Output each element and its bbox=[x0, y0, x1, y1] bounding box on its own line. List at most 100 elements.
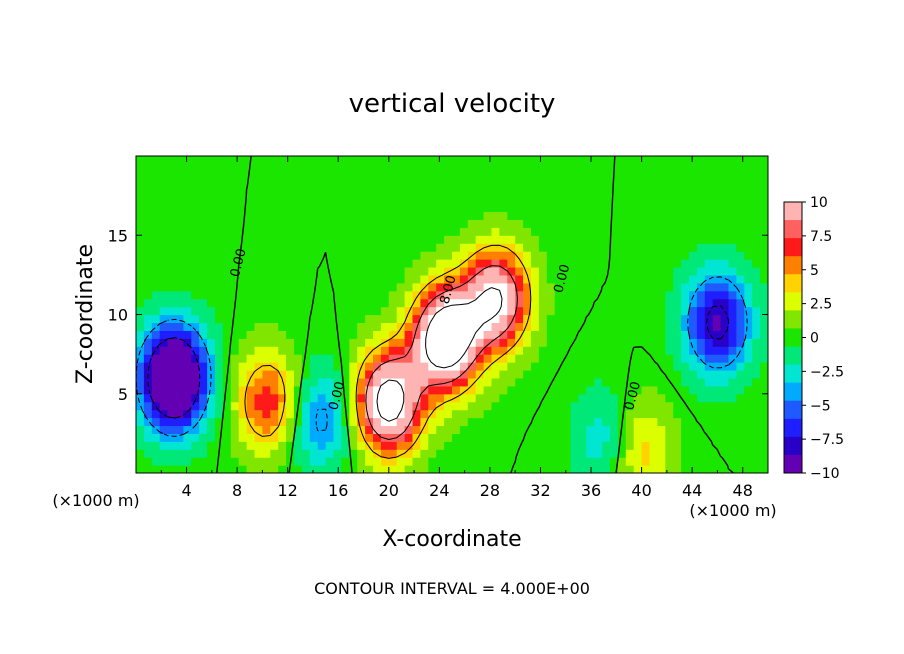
field-cell bbox=[507, 385, 516, 395]
field-cell bbox=[515, 425, 524, 434]
field-cell bbox=[696, 417, 706, 427]
field-cell bbox=[641, 330, 651, 339]
field-cell bbox=[301, 417, 311, 427]
field-cell bbox=[317, 156, 327, 165]
field-cell bbox=[317, 465, 327, 473]
field-cell bbox=[309, 235, 319, 244]
field-cell bbox=[151, 156, 161, 165]
field-cell bbox=[720, 259, 730, 268]
colorbar: 107.552.50−2.5−5−7.5−10 bbox=[783, 195, 844, 482]
field-cell bbox=[294, 163, 303, 173]
field-cell bbox=[262, 322, 271, 331]
field-cell bbox=[633, 457, 643, 466]
field-cell bbox=[704, 235, 714, 244]
field-cell bbox=[617, 465, 627, 473]
field-cell bbox=[444, 385, 453, 395]
field-cell bbox=[483, 235, 493, 244]
field-cell bbox=[657, 274, 666, 284]
field-cell bbox=[562, 266, 572, 276]
field-cell bbox=[538, 171, 548, 181]
field-cell bbox=[317, 377, 327, 387]
field-cell bbox=[610, 441, 619, 450]
field-cell bbox=[199, 156, 208, 165]
field-cell bbox=[467, 163, 477, 173]
field-cell bbox=[538, 203, 548, 213]
field-cell bbox=[689, 417, 698, 427]
field-cell bbox=[238, 195, 248, 205]
field-cell bbox=[736, 163, 745, 173]
field-cell bbox=[483, 156, 493, 165]
field-cell bbox=[325, 385, 335, 395]
field-cell bbox=[452, 298, 461, 308]
field-cell bbox=[641, 243, 651, 252]
field-cell bbox=[246, 171, 256, 181]
field-cell bbox=[531, 330, 540, 339]
field-cell bbox=[467, 330, 477, 339]
field-cell bbox=[262, 385, 271, 395]
field-cell bbox=[262, 441, 271, 450]
field-cell bbox=[246, 457, 256, 466]
field-cell bbox=[515, 219, 524, 228]
field-cell bbox=[301, 243, 311, 252]
field-cell bbox=[760, 203, 768, 213]
field-cell bbox=[641, 195, 651, 205]
field-cell bbox=[665, 156, 674, 165]
field-cell bbox=[467, 433, 477, 442]
field-cell bbox=[333, 235, 342, 244]
field-cell bbox=[704, 338, 714, 347]
field-cell bbox=[696, 338, 706, 347]
field-cell bbox=[301, 156, 311, 165]
field-cell bbox=[222, 290, 232, 300]
field-cell bbox=[633, 314, 643, 324]
field-cell bbox=[183, 266, 192, 276]
field-cell bbox=[143, 433, 153, 442]
field-cell bbox=[570, 163, 579, 173]
field-cell bbox=[459, 346, 469, 355]
field-cell bbox=[294, 449, 303, 458]
field-cell bbox=[286, 330, 295, 339]
field-cell bbox=[689, 393, 698, 403]
field-cell bbox=[452, 227, 461, 236]
field-cell bbox=[262, 401, 271, 411]
field-cell bbox=[246, 266, 256, 276]
field-cell bbox=[752, 211, 761, 221]
field-cell bbox=[515, 156, 524, 165]
field-cell bbox=[333, 393, 342, 403]
field-cell bbox=[475, 330, 485, 339]
field-cell bbox=[301, 306, 311, 316]
x-tick-label: 12 bbox=[278, 481, 298, 500]
field-cell bbox=[625, 449, 635, 458]
field-cell bbox=[523, 156, 532, 165]
field-cell bbox=[562, 425, 572, 434]
field-cell bbox=[625, 354, 635, 363]
field-cell bbox=[294, 306, 303, 316]
field-cell bbox=[570, 409, 579, 419]
field-cell bbox=[610, 187, 619, 197]
field-cell bbox=[396, 282, 406, 292]
field-cell bbox=[570, 290, 579, 300]
field-cell bbox=[736, 322, 745, 331]
field-cell bbox=[728, 314, 737, 324]
field-cell bbox=[499, 282, 508, 292]
field-cell bbox=[712, 235, 722, 244]
field-cell bbox=[625, 306, 635, 316]
field-cell bbox=[388, 354, 398, 363]
field-cell bbox=[610, 425, 619, 434]
field-cell bbox=[278, 227, 287, 236]
field-cell bbox=[175, 322, 184, 331]
field-cell bbox=[665, 322, 674, 331]
field-cell bbox=[657, 298, 666, 308]
field-cell bbox=[199, 449, 208, 458]
field-cell bbox=[633, 409, 643, 419]
field-cell bbox=[428, 195, 437, 205]
field-cell bbox=[523, 227, 532, 236]
field-cell bbox=[578, 417, 587, 427]
field-cell bbox=[610, 179, 619, 189]
field-cell bbox=[238, 393, 248, 403]
field-cell bbox=[562, 393, 572, 403]
field-cell bbox=[452, 441, 461, 450]
field-cell bbox=[475, 322, 485, 331]
field-cell bbox=[396, 243, 406, 252]
field-cell bbox=[689, 362, 698, 371]
field-cell bbox=[143, 322, 153, 331]
